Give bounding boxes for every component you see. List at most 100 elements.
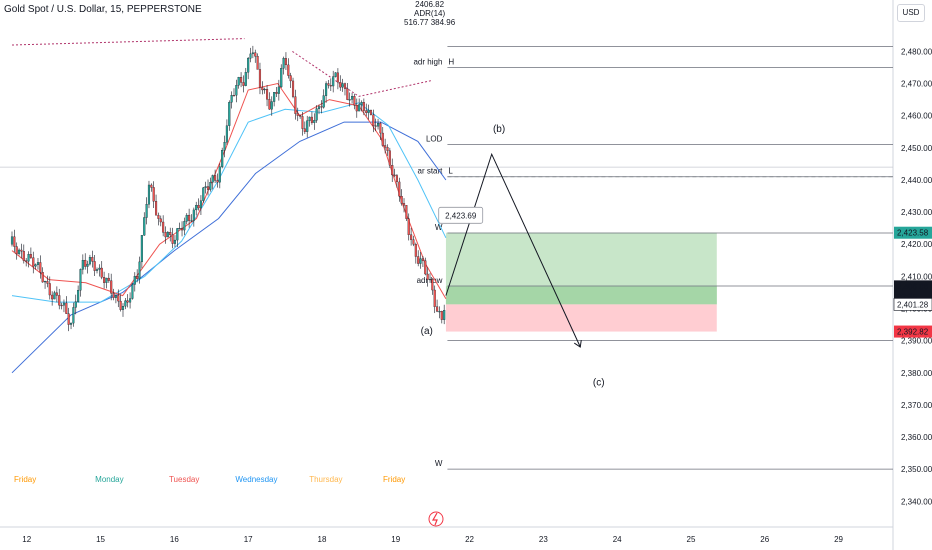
candle-body	[79, 269, 82, 291]
candle-body	[336, 72, 339, 83]
indicator-line: 516.77 384.96	[404, 18, 456, 27]
candle-body	[247, 58, 250, 73]
x-tick-label: 22	[465, 535, 474, 544]
y-tick-label: 2,420.00	[901, 240, 932, 249]
candle-body	[69, 322, 73, 325]
y-tick-label: 2,390.00	[901, 337, 932, 346]
candle-body	[270, 101, 273, 110]
candle-body	[329, 85, 332, 87]
candle-body	[235, 85, 238, 96]
candle-body	[103, 277, 106, 283]
price-tag	[893, 298, 932, 311]
candle-body	[322, 95, 325, 108]
candle-body	[426, 273, 429, 280]
candle-body	[29, 254, 32, 258]
candle-body	[237, 77, 240, 86]
candle-body	[351, 96, 354, 100]
candle-body	[81, 259, 84, 270]
candle-body	[84, 259, 87, 267]
candle-body	[294, 96, 297, 114]
candle-body	[428, 278, 432, 281]
candle-body	[376, 123, 380, 127]
x-tick-label: 29	[834, 535, 843, 544]
candle-body	[438, 311, 441, 313]
currency-button[interactable]: USD	[897, 4, 925, 22]
lightning-icon-bolt	[431, 512, 438, 526]
price-tag	[894, 325, 932, 338]
x-tick-label: 12	[22, 535, 31, 544]
candle-body	[306, 120, 309, 132]
candle-body	[67, 313, 70, 325]
candle-body	[240, 77, 243, 83]
candle-body	[105, 277, 108, 283]
candle-body	[263, 88, 266, 91]
candle-body	[443, 310, 446, 320]
x-tick-label: 18	[318, 535, 327, 544]
lightning-icon-ring	[428, 511, 444, 527]
candle-body	[10, 236, 14, 245]
candle-body	[221, 150, 224, 167]
dotted-wedge	[292, 50, 433, 97]
candle-body	[77, 290, 80, 302]
candle-body	[395, 175, 398, 183]
open-profit-zone	[445, 286, 717, 305]
candle-body	[431, 278, 434, 291]
candle-body	[334, 72, 337, 77]
candle-body	[51, 294, 54, 300]
x-tick-label: 26	[760, 535, 769, 544]
level-label: W	[435, 459, 443, 468]
candle-body	[287, 64, 290, 76]
candle-body	[93, 261, 96, 271]
candle-body	[183, 221, 186, 231]
candle-body	[162, 221, 165, 233]
candle-body	[228, 102, 231, 126]
candle-body	[218, 166, 221, 183]
x-tick-label: 23	[539, 535, 548, 544]
candle-body	[343, 83, 347, 89]
candle-body	[374, 125, 377, 127]
candle-body	[273, 92, 276, 102]
candle-body	[268, 99, 271, 110]
day-label: Friday	[14, 475, 36, 484]
candle-body	[242, 82, 245, 86]
candle-body	[178, 228, 181, 230]
candle-body	[74, 301, 77, 308]
candle-body	[185, 214, 188, 222]
x-tick-label: 25	[687, 535, 696, 544]
x-tick-label: 19	[391, 535, 400, 544]
x-tick-label: 16	[170, 535, 179, 544]
candle-body	[25, 260, 28, 262]
candle-body	[124, 300, 127, 307]
candle-body	[317, 106, 321, 109]
level-label: LOD	[426, 135, 443, 144]
candle-body	[254, 52, 257, 57]
candle-body	[190, 220, 193, 222]
candle-body	[100, 267, 103, 278]
day-label: Tuesday	[169, 475, 199, 484]
day-label: Thursday	[309, 475, 342, 484]
y-tick-label: 2,450.00	[901, 144, 932, 153]
x-tick-label: 15	[96, 535, 105, 544]
candle-body	[136, 276, 139, 279]
candle-body	[138, 261, 141, 279]
candle-body	[436, 306, 439, 312]
candle-body	[216, 180, 219, 183]
candle-body	[62, 302, 66, 306]
price-callout-box	[438, 206, 484, 224]
candle-body	[362, 102, 365, 111]
candle-body	[18, 249, 21, 254]
candle-body	[266, 88, 269, 100]
candle-body	[261, 87, 264, 91]
candle-body	[332, 76, 335, 87]
level-tag: H	[448, 57, 454, 66]
y-tick-label: 2,340.00	[901, 497, 932, 506]
candle-body	[72, 307, 75, 324]
candle-body	[114, 295, 117, 298]
candle-body	[402, 203, 406, 206]
candle-body	[299, 115, 302, 117]
candle-body	[157, 215, 160, 219]
level-label: ar start	[418, 167, 444, 176]
candle-body	[159, 218, 162, 223]
candle-body	[145, 204, 148, 218]
